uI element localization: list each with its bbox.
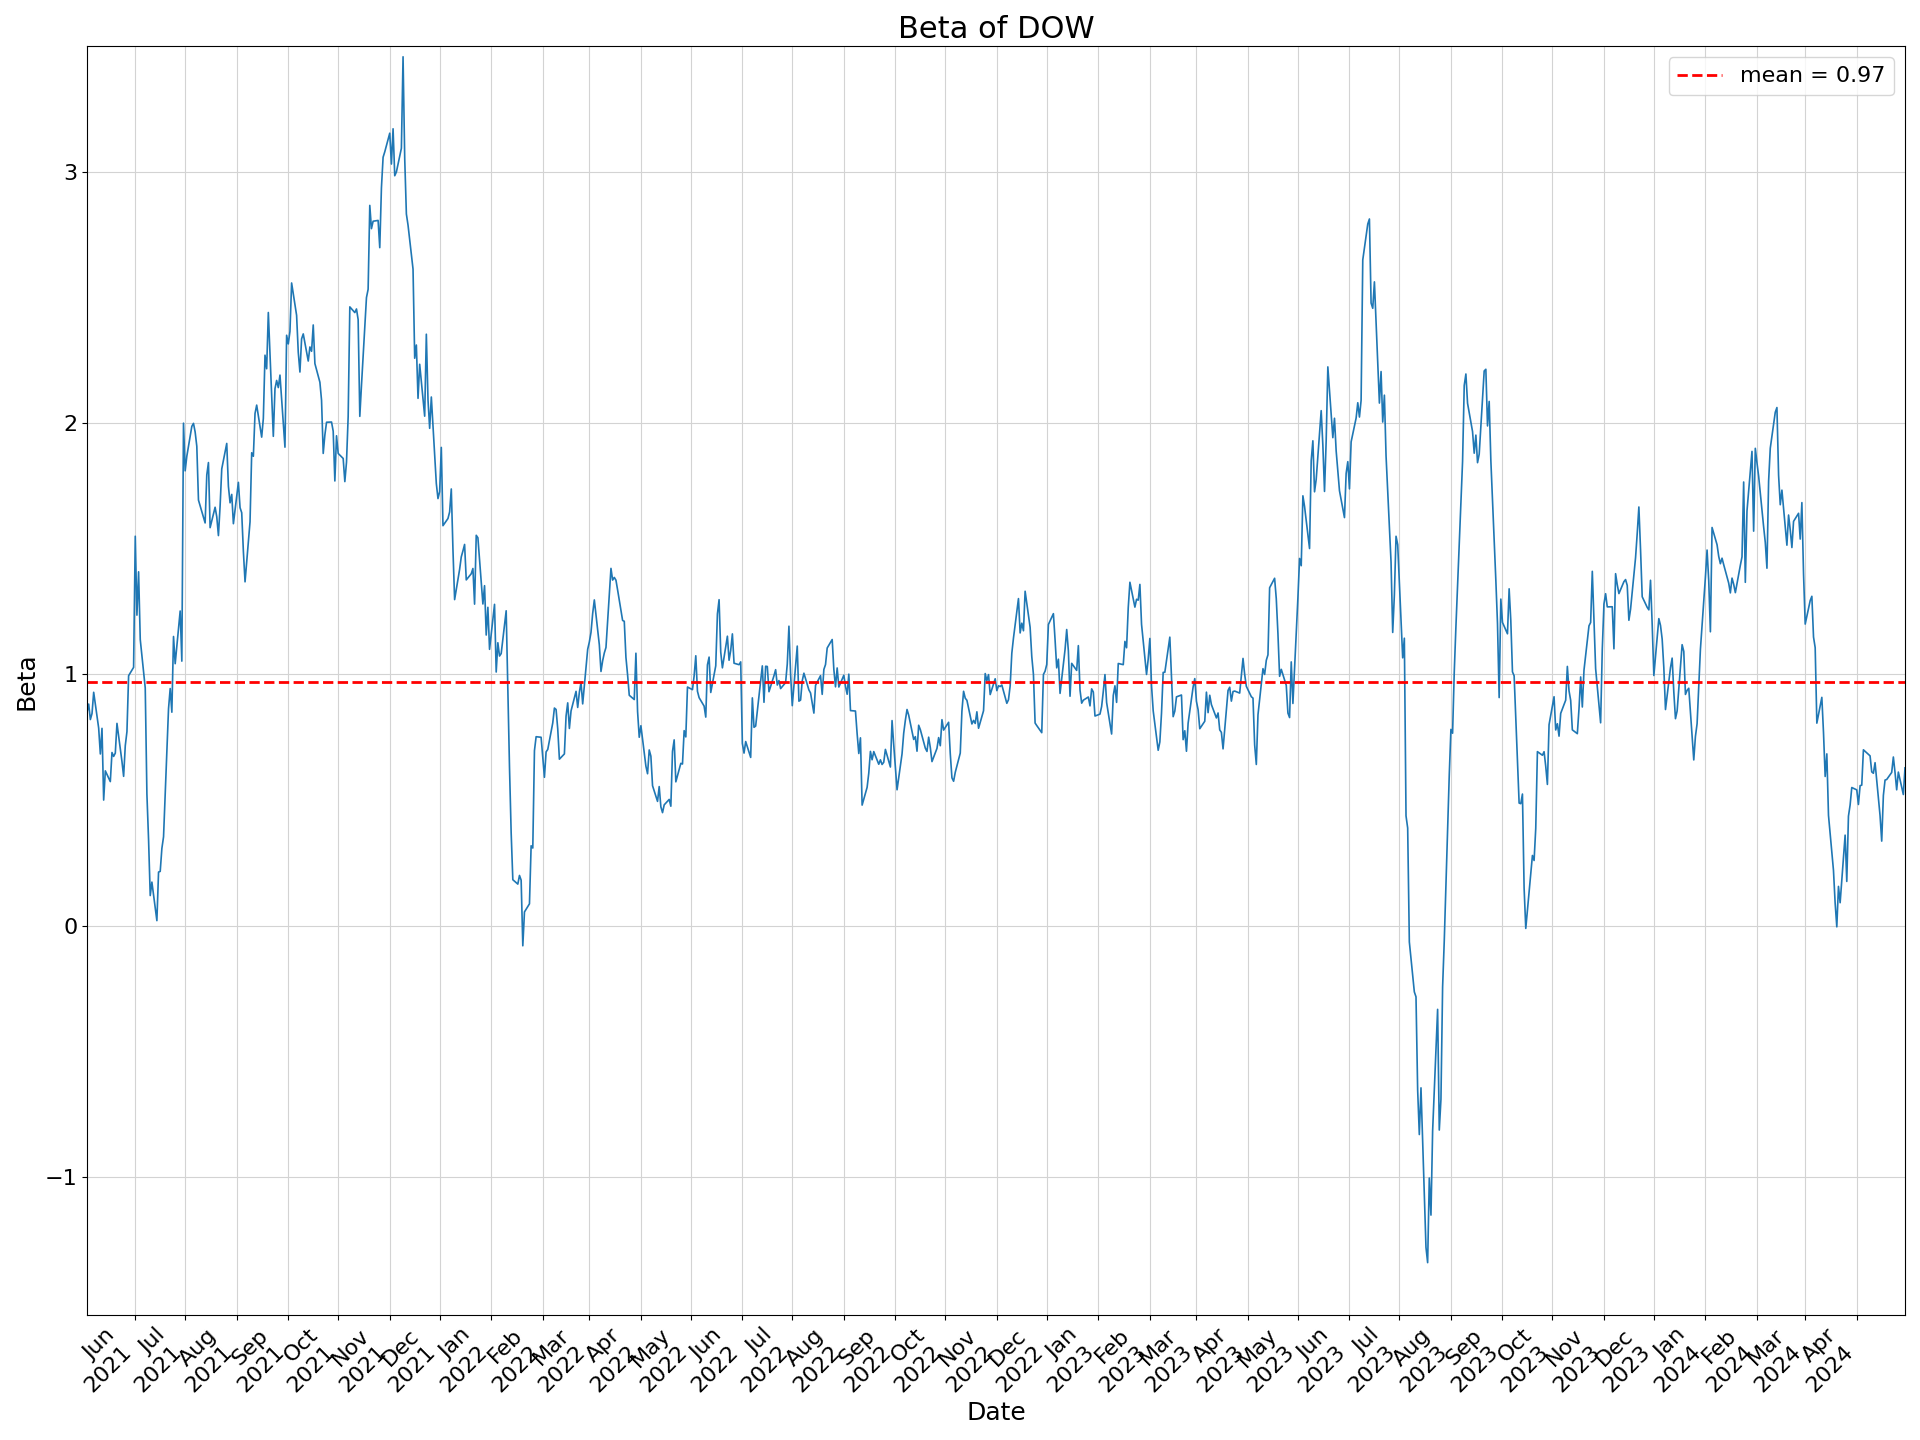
X-axis label: Date: Date (966, 1401, 1025, 1426)
Y-axis label: Beta: Beta (15, 652, 38, 710)
Legend: mean = 0.97: mean = 0.97 (1668, 58, 1893, 95)
Title: Beta of DOW: Beta of DOW (899, 14, 1094, 45)
